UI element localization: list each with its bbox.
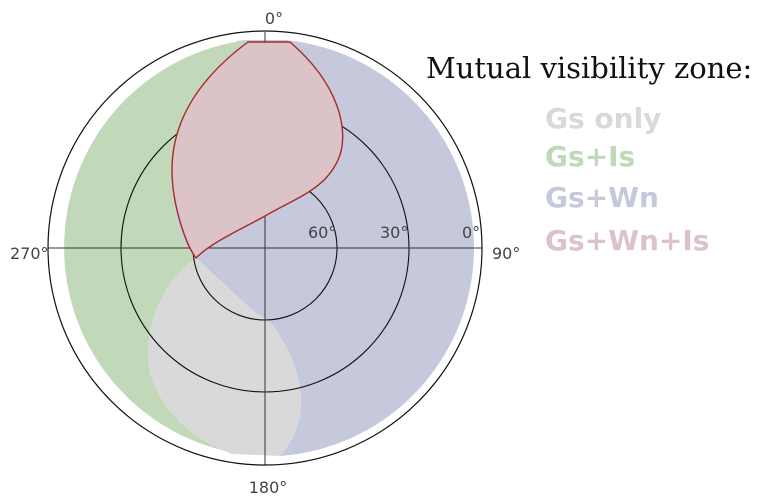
- elevation-tick-label-30: 30°: [380, 223, 408, 242]
- tick-labels: 0° 90° 180° 270° 60° 30° 0°: [10, 9, 520, 497]
- legend: Mutual visibility zone: Gs only Gs+Is Gs…: [426, 51, 752, 257]
- zone-gs-wn-is: [171, 41, 344, 260]
- elevation-tick-label-0: 0°: [462, 223, 480, 242]
- legend-title: Mutual visibility zone:: [426, 51, 752, 85]
- outer-frame: [47, 30, 483, 466]
- legend-entry-gs-wn: Gs+Wn: [545, 181, 659, 214]
- azimuth-tick-label-0: 0°: [265, 9, 283, 28]
- azimuth-tick-label-180: 180°: [249, 478, 288, 497]
- zone-gs-is: [64, 40, 248, 452]
- elevation-tick-label-60: 60°: [308, 223, 336, 242]
- azimuth-tick-label-90: 90°: [492, 244, 520, 263]
- zone-gs-only: [148, 258, 302, 456]
- azimuth-tick-label-270: 270°: [10, 244, 49, 263]
- legend-entry-gs-wn-is: Gs+Wn+Is: [545, 224, 709, 257]
- legend-entry-gs-only: Gs only: [545, 102, 661, 135]
- legend-entry-gs-is: Gs+Is: [545, 140, 635, 173]
